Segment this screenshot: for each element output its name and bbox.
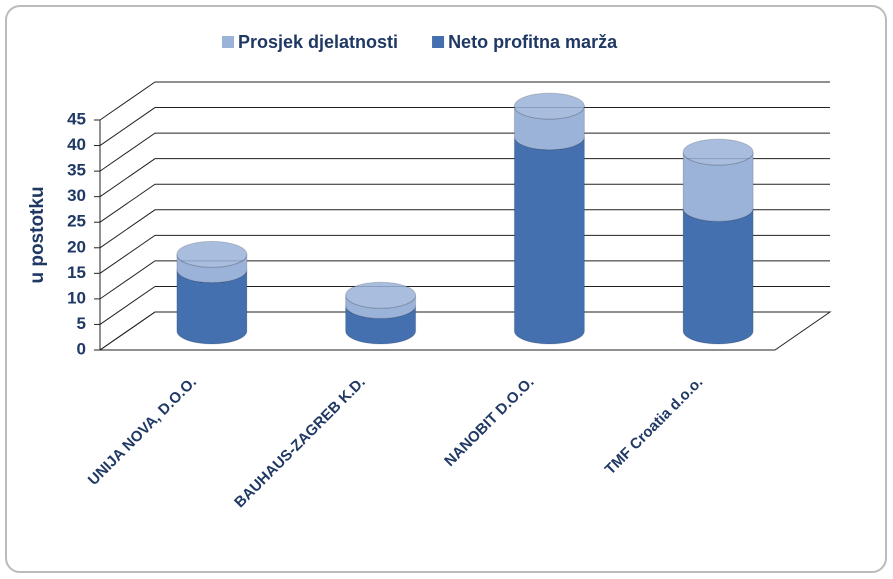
y-tick-label: 10	[67, 288, 86, 307]
y-axis-label: u postotku	[27, 186, 48, 283]
grid-line	[99, 183, 830, 223]
grid-line	[99, 234, 830, 274]
cylinder-top	[176, 240, 248, 268]
y-tick-label: 0	[77, 339, 86, 358]
y-tick-label: 15	[67, 263, 86, 282]
y-tick-label: 35	[67, 161, 86, 180]
cylinder-top	[682, 138, 754, 166]
cylinder-top	[345, 281, 417, 309]
legend-swatch	[222, 36, 234, 48]
legend-label: Neto profitna marža	[448, 32, 618, 52]
cylinder-top	[513, 92, 585, 120]
grid-line	[99, 158, 830, 198]
legend-swatch	[432, 36, 445, 48]
cylinder-segment	[682, 208, 754, 345]
y-tick-label: 40	[67, 135, 86, 154]
grid-line	[99, 107, 830, 146]
y-tick-label: 5	[77, 314, 86, 333]
grid-line	[99, 209, 830, 249]
chart-frame	[5, 5, 887, 573]
grid-line	[99, 81, 830, 121]
grid-line	[99, 132, 830, 172]
cylinder-segment	[513, 136, 585, 345]
grid-line	[99, 260, 830, 300]
grid-line	[99, 311, 830, 351]
y-tick-label: 20	[67, 237, 86, 256]
y-tick-label: 30	[67, 186, 86, 205]
legend-label: Prosjek djelatnosti	[238, 32, 398, 52]
y-tick-label: 25	[67, 212, 86, 231]
y-tick-label: 45	[67, 109, 86, 128]
grid-line	[99, 285, 830, 325]
